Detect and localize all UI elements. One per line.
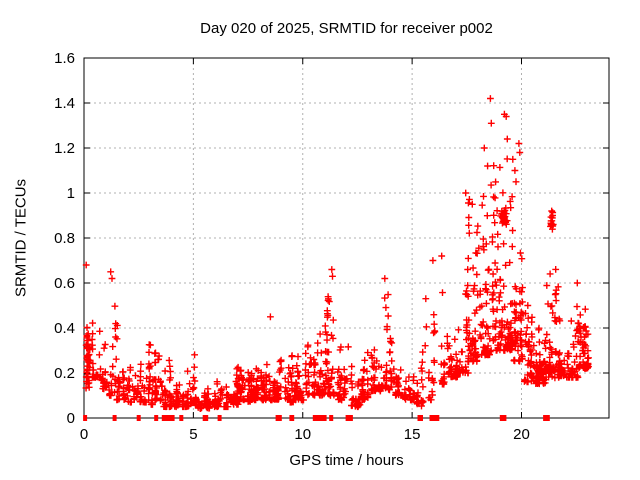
chart-title: Day 020 of 2025, SRMTID for receiver p00… — [200, 20, 493, 37]
svg-text:1.2: 1.2 — [54, 140, 75, 157]
svg-text:0.4: 0.4 — [54, 320, 75, 337]
svg-text:1.6: 1.6 — [54, 50, 75, 67]
zero-line-markers — [83, 415, 550, 421]
svg-text:0.2: 0.2 — [54, 365, 75, 382]
svg-text:1: 1 — [67, 185, 75, 202]
svg-text:5: 5 — [189, 426, 197, 443]
tick-labels: 0 5 10 15 20 0 0.2 0.4 0.6 0.8 1 1.2 1.4 1.6 — [54, 50, 530, 443]
svg-text:0: 0 — [80, 426, 88, 443]
scatter-points — [82, 95, 592, 412]
svg-text:15: 15 — [404, 426, 421, 443]
svg-text:10: 10 — [294, 426, 311, 443]
x-axis-label: GPS time / hours — [289, 452, 404, 469]
grid-lines — [84, 58, 609, 418]
svg-text:1.4: 1.4 — [54, 95, 75, 112]
svg-text:20: 20 — [513, 426, 530, 443]
svg-text:0.6: 0.6 — [54, 275, 75, 292]
svg-text:0.8: 0.8 — [54, 230, 75, 247]
svg-text:0: 0 — [67, 410, 75, 427]
